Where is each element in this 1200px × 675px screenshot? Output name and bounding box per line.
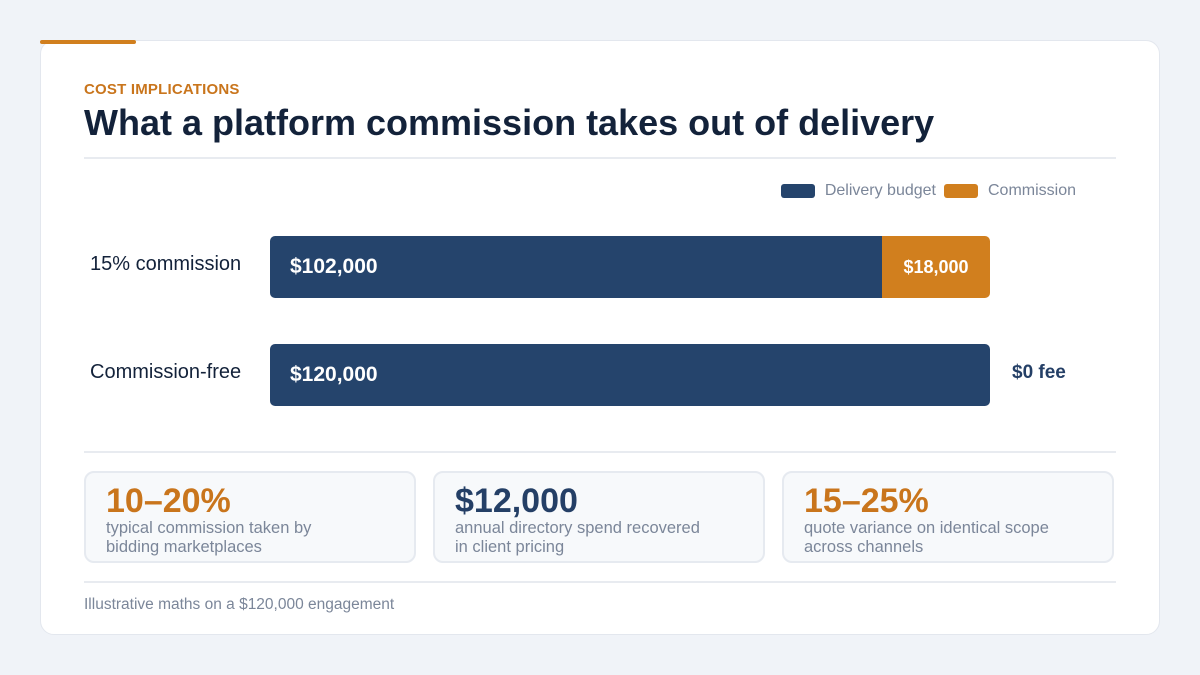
zero-fee-annotation: $0 fee xyxy=(1012,362,1066,383)
data-label-commission-15-commission: $18,000 xyxy=(903,256,969,277)
legend-item-commission: Commission xyxy=(943,182,1076,200)
stat-card: 15–25% quote variance on identical scope … xyxy=(782,471,1114,563)
stat-description: annual directory spend recovered in clie… xyxy=(455,519,700,556)
divider-bottom xyxy=(84,581,1116,583)
row-label-commission-free: Commission-free xyxy=(90,361,242,383)
divider-top xyxy=(84,157,1116,159)
footnote: Illustrative maths on a $120,000 engagem… xyxy=(84,596,395,613)
legend-swatch-commission xyxy=(943,184,978,198)
divider-middle xyxy=(84,451,1116,453)
legend-label-delivery: Delivery budget xyxy=(824,182,936,199)
stat-card: $12,000 annual directory spend recovered … xyxy=(433,471,765,563)
stat-value: $12,000 xyxy=(455,482,578,520)
row-label-15-commission: 15% commission xyxy=(90,253,242,275)
chart-legend: Delivery budget Commission xyxy=(780,182,1076,200)
legend-item-delivery: Delivery budget xyxy=(780,182,936,200)
data-label-delivery-budget-15-commission: $102,000 xyxy=(290,255,378,278)
data-label-delivery-budget-commission-free: $120,000 xyxy=(290,363,378,386)
bar-delivery-budget-15-commission: $102,000 xyxy=(270,236,882,298)
stat-value: 10–20% xyxy=(106,482,231,520)
bar-delivery-budget-commission-free: $120,000 xyxy=(270,344,990,406)
page-title: What a platform commission takes out of … xyxy=(84,102,935,143)
stat-value: 15–25% xyxy=(804,482,929,520)
stat-description: typical commission taken by bidding mark… xyxy=(106,519,312,556)
stat-card: 10–20% typical commission taken by biddin… xyxy=(84,471,416,563)
legend-label-commission: Commission xyxy=(987,182,1076,199)
eyebrow-label: COST IMPLICATIONS xyxy=(84,81,240,98)
accent-bar xyxy=(40,40,136,44)
bar-commission-15-commission: $18,000 xyxy=(882,236,990,298)
stat-description: quote variance on identical scope across… xyxy=(804,519,1049,556)
legend-swatch-delivery xyxy=(780,184,815,198)
